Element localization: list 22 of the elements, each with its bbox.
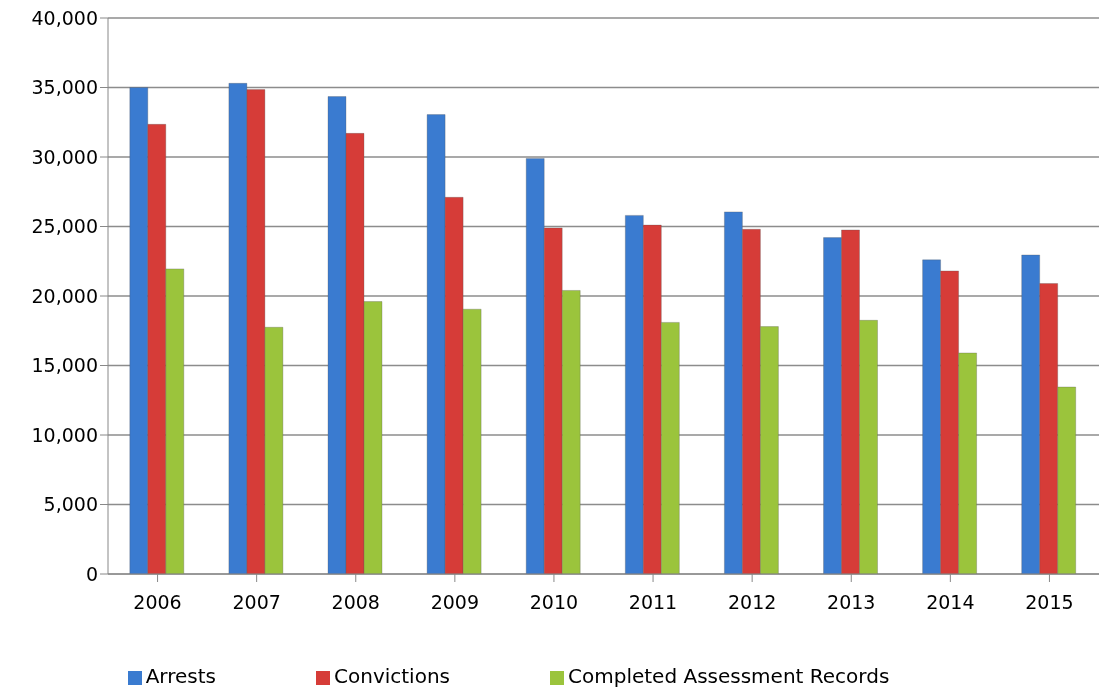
x-tick-label: 2007 xyxy=(232,591,281,614)
x-tick-label: 2012 xyxy=(727,591,777,614)
x-tick-label: 2009 xyxy=(430,591,480,614)
legend-label: Convictions xyxy=(334,664,451,688)
x-tick-label: 2006 xyxy=(133,591,182,614)
y-tick-label: 0 xyxy=(85,562,98,585)
y-tick-label: 15,000 xyxy=(31,354,98,377)
x-tick-label: 2013 xyxy=(827,591,876,614)
x-tick-label: 2011 xyxy=(628,591,678,614)
x-tick-label: 2015 xyxy=(1025,591,1074,614)
y-tick-label: 35,000 xyxy=(31,76,98,99)
y-tick-label: 30,000 xyxy=(31,145,98,168)
x-tick-label: 2010 xyxy=(529,591,579,614)
legend-label: Completed Assessment Records xyxy=(568,664,890,688)
x-tick-label: 2008 xyxy=(331,591,380,614)
y-tick-label: 25,000 xyxy=(31,215,98,238)
y-tick-label: 10,000 xyxy=(31,423,98,446)
x-tick-label: 2014 xyxy=(926,591,975,614)
legend-label: Arrests xyxy=(145,664,217,688)
y-tick-label: 20,000 xyxy=(31,284,98,307)
y-tick-label: 5,000 xyxy=(43,493,98,516)
y-tick-label: 40,000 xyxy=(31,6,98,29)
